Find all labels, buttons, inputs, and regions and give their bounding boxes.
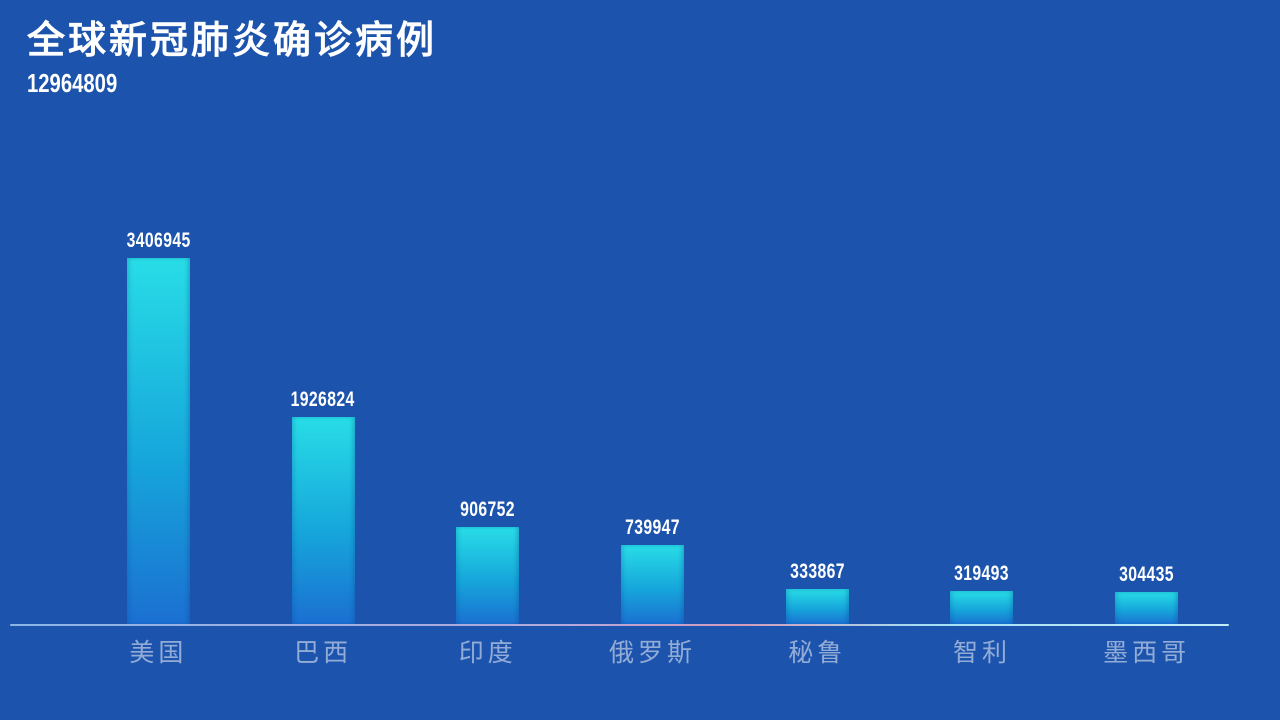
x-axis-line [10,624,1229,626]
bar-column: 1926824 [241,0,406,625]
x-axis-labels: 美国 巴西 印度 俄罗斯 秘鲁 智利 墨西哥 [76,638,1229,668]
bar-value-label: 333867 [789,560,845,583]
bar-column: 333867 [735,0,900,625]
bar-value-label: 304435 [1119,563,1175,586]
total-count-value: 12964809 [27,67,118,98]
bar-column: 3406945 [76,0,241,625]
bar [621,545,685,625]
category-label: 墨西哥 [1103,639,1191,667]
bar-value-label: 319493 [954,562,1010,585]
bar-column: 739947 [570,0,735,625]
bar-value-label: 3406945 [126,229,191,252]
bar [1115,592,1179,625]
bar-column: 906752 [405,0,570,625]
chart-header: 全球新冠肺炎确诊病例 12964809 [27,20,437,96]
category-label: 智利 [952,639,1011,667]
bar-column: 319493 [900,0,1065,625]
category-label: 印度 [458,639,517,667]
total-count: 12964809 [27,70,437,96]
bar [291,417,355,625]
bar-value-label: 1926824 [291,388,356,411]
bar-value-label: 906752 [460,498,516,521]
category-label: 俄罗斯 [609,639,697,667]
category-label: 巴西 [294,639,353,667]
bar [456,527,520,625]
page-title: 全球新冠肺炎确诊病例 [27,20,438,62]
category-label: 美国 [129,639,188,667]
category-label: 秘鲁 [788,639,847,667]
bar [126,258,190,625]
bar-value-label: 739947 [625,516,680,539]
plot-area: 3406945 1926824 906752 739947 333867 319493 30… [76,0,1229,625]
bar-column: 304435 [1064,0,1229,625]
bar [950,591,1014,625]
bar [785,589,849,625]
